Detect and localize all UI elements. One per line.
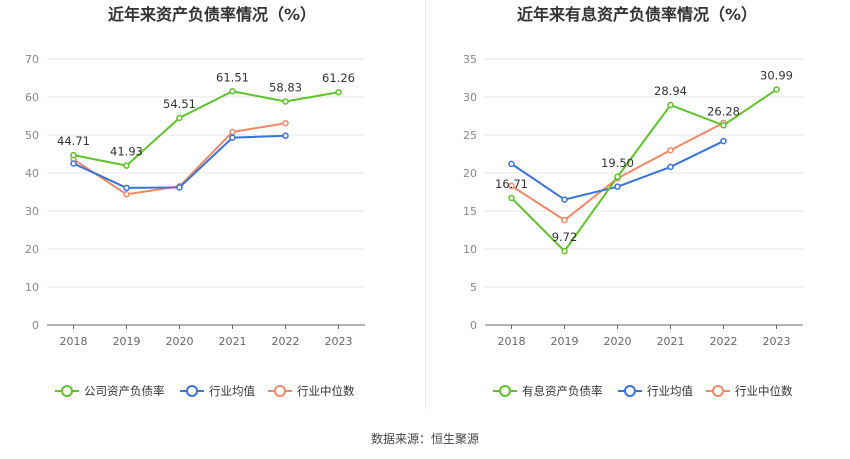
legend-item[interactable]: 公司资产负债率: [55, 384, 165, 398]
legend-item[interactable]: 有息资产负债率: [493, 384, 603, 398]
data-label: 61.51: [216, 70, 249, 84]
data-source-label: 数据来源：恒生聚源: [370, 432, 479, 446]
legend-item[interactable]: 行业中位数: [268, 384, 355, 398]
x-tick-label: 2023: [763, 335, 791, 348]
data-label: 26.28: [707, 104, 740, 118]
x-tick-label: 2020: [604, 335, 632, 348]
data-label: 28.94: [654, 84, 687, 98]
y-tick-label: 60: [25, 91, 39, 104]
data-point: [123, 184, 130, 192]
y-tick-label: 35: [463, 53, 477, 66]
data-point: [720, 137, 727, 145]
y-tick-label: 20: [463, 167, 477, 180]
data-point: [667, 146, 674, 154]
data-point: [123, 191, 130, 198]
data-point: [667, 163, 674, 171]
data-point: [282, 132, 289, 140]
data-point: [773, 86, 780, 93]
chart-title: 近年来资产负债率情况（%）: [108, 5, 316, 24]
legend-marker: [712, 385, 724, 397]
legend-item[interactable]: 行业均值: [180, 384, 255, 398]
legend-label: 行业中位数: [297, 384, 355, 398]
y-tick-label: 30: [463, 91, 477, 104]
x-tick-label: 2019: [113, 335, 141, 348]
data-point: [123, 162, 130, 169]
data-label: 16.71: [495, 177, 528, 191]
data-point: [282, 119, 289, 127]
y-tick-label: 25: [463, 129, 477, 142]
x-tick-label: 2021: [657, 335, 685, 348]
data-point: [282, 98, 289, 105]
series-line: [510, 121, 724, 222]
y-tick-label: 70: [25, 53, 39, 66]
data-label: 54.51: [163, 97, 196, 111]
x-tick-label: 2022: [272, 335, 300, 348]
y-tick-label: 50: [25, 129, 39, 142]
x-tick-label: 2022: [710, 335, 738, 348]
x-tick-label: 2021: [219, 335, 247, 348]
y-tick-label: 0: [470, 319, 477, 332]
data-point: [561, 196, 568, 203]
data-label: 44.71: [57, 134, 90, 148]
data-point: [561, 216, 568, 224]
legend-marker: [624, 385, 636, 397]
data-label: 61.26: [322, 71, 355, 85]
data-point: [614, 173, 621, 181]
legend-label: 行业中位数: [735, 384, 793, 398]
series-line: [510, 140, 724, 201]
legend-label: 行业均值: [209, 384, 255, 398]
x-tick-label: 2018: [498, 335, 526, 348]
data-point: [229, 134, 236, 141]
data-point: [614, 183, 621, 190]
chart-title: 近年来有息资产负债率情况（%）: [517, 5, 757, 24]
panel-divider: [425, 0, 426, 410]
y-tick-label: 20: [25, 243, 39, 256]
x-tick-label: 2023: [325, 335, 353, 348]
legend-label: 有息资产负债率: [522, 384, 603, 398]
data-point: [335, 88, 342, 96]
y-tick-label: 30: [25, 205, 39, 218]
interest-bearing-debt-ratio-chart: 近年来有息资产负债率情况（%） 0 5 10 15 20 25 30 35 2018 2019 202…: [463, 5, 803, 398]
data-point: [176, 184, 183, 191]
data-label: 19.50: [601, 156, 634, 170]
data-label: 41.93: [110, 145, 143, 159]
y-tick-label: 15: [463, 205, 477, 218]
y-tick-label: 10: [25, 281, 39, 294]
legend-label: 行业均值: [647, 384, 693, 398]
legend-marker: [274, 385, 286, 397]
data-point: [229, 128, 236, 136]
data-point: [70, 160, 77, 167]
x-tick-label: 2020: [166, 335, 194, 348]
y-tick-label: 0: [32, 319, 39, 332]
legend-label: 公司资产负债率: [84, 384, 165, 398]
y-tick-label: 10: [463, 243, 477, 256]
x-tick-label: 2018: [60, 335, 88, 348]
series-line: [510, 88, 778, 253]
data-point: [176, 114, 183, 122]
legend-item[interactable]: 行业中位数: [706, 384, 793, 398]
data-point: [508, 194, 515, 202]
data-point: [229, 88, 236, 95]
data-point: [561, 247, 568, 255]
legend-marker: [61, 385, 73, 397]
data-point: [508, 160, 515, 168]
debt-ratio-chart: 近年来资产负债率情况（%） 0 10 20 30 40 50 60 70 2018 2019 2020…: [25, 5, 365, 398]
legend-item[interactable]: 行业均值: [618, 384, 693, 398]
series-line: [73, 90, 339, 167]
right-chart-panel: 近年来有息资产负债率情况（%） 0 5 10 15 20 25 30 35 2018 2019 202…: [425, 0, 850, 420]
data-label: 58.83: [269, 80, 302, 94]
y-tick-label: 5: [470, 281, 477, 294]
y-tick-label: 40: [25, 167, 39, 180]
legend-marker: [186, 385, 198, 397]
data-label: 30.99: [760, 68, 793, 82]
x-tick-label: 2019: [551, 335, 579, 348]
data-point: [508, 182, 515, 190]
data-label: 9.72: [552, 230, 578, 244]
data-point: [667, 101, 674, 109]
data-point: [720, 122, 727, 129]
legend-marker: [499, 385, 511, 397]
data-point: [70, 151, 77, 159]
left-chart-panel: 近年来资产负债率情况（%） 0 10 20 30 40 50 60 70 2018 2019 2020…: [0, 0, 425, 420]
